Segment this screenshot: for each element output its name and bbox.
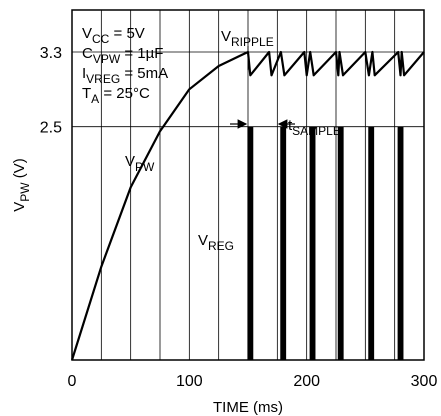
- x-tick-label: 300: [411, 373, 438, 390]
- x-axis-label: TIME (ms): [213, 399, 283, 416]
- series-line-vpw: [70, 50, 425, 361]
- vreg-pulse: [309, 126, 316, 361]
- y-axis-label: VPW (V): [11, 158, 32, 212]
- vreg-pulse: [337, 126, 344, 361]
- vripple-label: VRIPPLE: [221, 28, 274, 49]
- condition-text: TA = 25°C: [82, 85, 150, 106]
- vreg-pulses: [247, 126, 404, 361]
- condition-text: IVREG = 5mA: [82, 65, 168, 86]
- x-tick-label: 200: [293, 373, 320, 390]
- x-tick-label: 0: [68, 373, 77, 390]
- y-tick-label: 3.3: [40, 45, 62, 62]
- vpw-label: VPW: [125, 153, 155, 174]
- series: [70, 50, 425, 361]
- vreg-pulse: [280, 126, 287, 361]
- labels: TIME (ms) VPW (V): [11, 158, 283, 416]
- vreg-pulse: [368, 126, 375, 361]
- vreg-pulse: [397, 126, 404, 361]
- plot-frame: [71, 9, 425, 361]
- axis-ticks: 0 100 200 300 3.3 2.5: [40, 45, 438, 390]
- condition-text: CVPW = 1µF: [82, 45, 163, 66]
- vreg-label: VREG: [198, 232, 234, 253]
- condition-text: VCC = 5V: [82, 25, 145, 46]
- x-tick-label: 100: [176, 373, 203, 390]
- vreg-pulse: [247, 126, 254, 361]
- tsample-label: tSAMPLE: [288, 117, 341, 138]
- y-tick-label: 2.5: [40, 120, 62, 137]
